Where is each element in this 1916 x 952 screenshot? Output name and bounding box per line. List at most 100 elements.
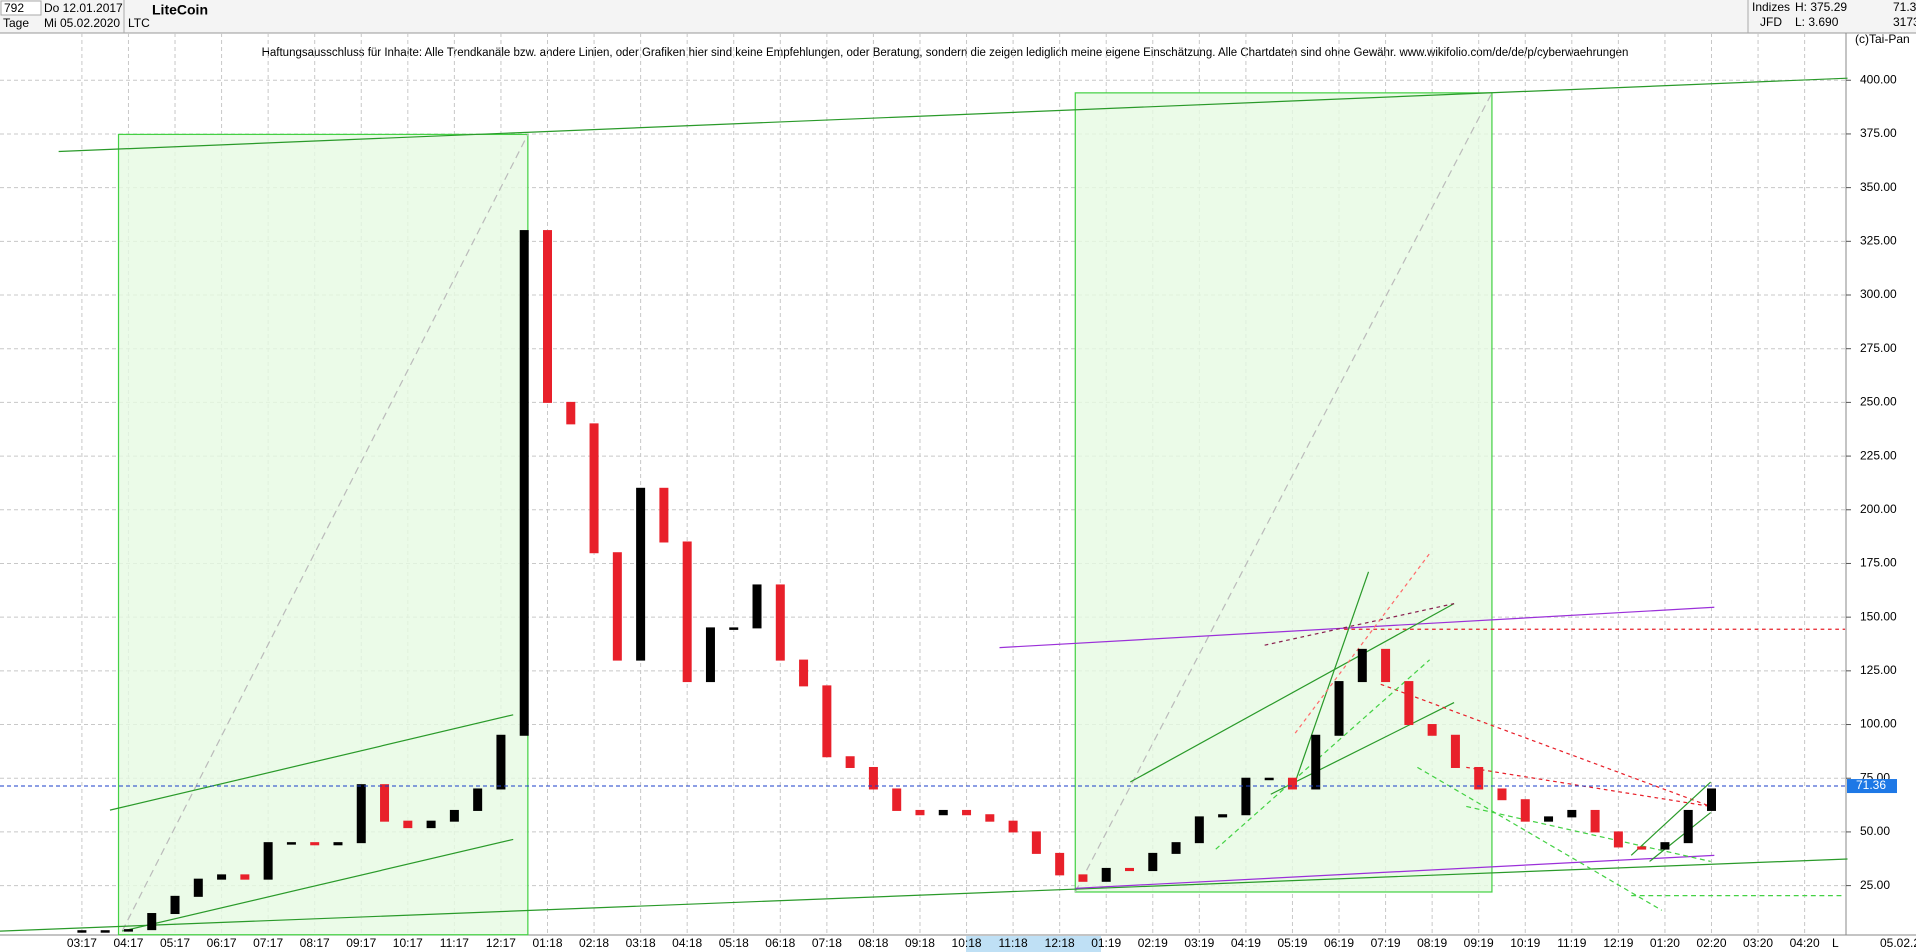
candle: [752, 584, 762, 629]
candle: [100, 930, 110, 933]
trend-line: [1264, 603, 1455, 646]
x-tick-label: 03:17: [67, 936, 97, 950]
candle: [845, 756, 855, 768]
candle: [1590, 809, 1600, 833]
candle: [240, 874, 250, 880]
x-tick-label: 10:17: [393, 936, 423, 950]
y-tick-label: 200.00: [1860, 502, 1897, 516]
candle: [217, 874, 227, 880]
x-tick-label: 07:18: [812, 936, 842, 950]
candle: [659, 487, 669, 543]
candle: [1101, 867, 1111, 882]
trend-line: [58, 77, 1848, 153]
x-tick-label: 05:19: [1277, 936, 1307, 950]
candle: [473, 788, 483, 811]
x-tick-label: 04:17: [113, 936, 143, 950]
candle: [775, 584, 785, 661]
y-tick-label: 300.00: [1860, 287, 1897, 301]
footer-date: 05.02.20: [1880, 936, 1916, 950]
footer-scale: L: [1832, 936, 1839, 950]
symbol: LTC: [128, 16, 150, 30]
annotations: [0, 77, 1848, 936]
candle: [1497, 788, 1507, 801]
y-tick-label: 375.00: [1860, 126, 1897, 140]
candle: [356, 784, 366, 844]
trend-line: [109, 714, 514, 811]
x-tick-label: 06:17: [207, 936, 237, 950]
info: 3173.4/69: [1893, 15, 1916, 29]
candle: [286, 842, 296, 845]
candle: [1660, 842, 1670, 850]
count-box[interactable]: [0, 0, 42, 16]
x-tick-label: 01:20: [1650, 936, 1680, 950]
x-tick-label: 09:18: [905, 936, 935, 950]
y-tick-label: 175.00: [1860, 556, 1897, 570]
y-tick-label: 100.00: [1860, 717, 1897, 731]
candle: [729, 627, 739, 630]
axis-highlight: [966, 936, 1101, 952]
trend-line: [1075, 854, 1715, 889]
x-tick-label: 02:19: [1138, 936, 1168, 950]
candle: [1520, 799, 1530, 822]
candle: [1264, 777, 1274, 781]
candle: [519, 230, 529, 736]
y-tick-label: 275.00: [1860, 341, 1897, 355]
candle: [1194, 816, 1204, 844]
x-tick-label: 01:19: [1091, 936, 1121, 950]
candle: [310, 842, 320, 846]
candle: [496, 734, 506, 790]
y-tick-label: 250.00: [1860, 395, 1897, 409]
x-tick-label: 01:18: [532, 936, 562, 950]
candle: [1171, 842, 1181, 854]
candle: [1427, 724, 1437, 736]
y-tick-label: 50.00: [1860, 824, 1890, 838]
candle: [1125, 867, 1134, 872]
x-tick-label: 03:19: [1184, 936, 1214, 950]
x-tick-label: 11:17: [440, 936, 469, 950]
trend-line: [1294, 571, 1370, 783]
x-tick-label: 09:19: [1464, 936, 1494, 950]
candle: [1707, 788, 1716, 811]
x-tick-label: 03:20: [1743, 936, 1773, 950]
x-tick-label: 05:18: [719, 936, 749, 950]
trend-line: [1466, 805, 1711, 863]
last-price-box: [1847, 779, 1897, 794]
trend-line: [999, 606, 1715, 649]
candle: [1311, 734, 1321, 790]
trend-line: [1270, 702, 1455, 795]
candle: [1683, 809, 1693, 844]
candle: [1613, 831, 1623, 848]
x-tick-label: 07:19: [1371, 936, 1401, 950]
trend-line: [1294, 553, 1431, 734]
x-tick-label: 12:19: [1603, 936, 1633, 950]
disclaimer: Haftungsausschluss für Inhalte: Alle Tre…: [262, 47, 1629, 59]
candle: [682, 541, 692, 683]
x-tick-label: 02:20: [1696, 936, 1726, 950]
x-tick-label: 04:18: [672, 936, 702, 950]
candle: [170, 895, 180, 915]
candle: [403, 820, 413, 829]
trend-line: [1630, 781, 1712, 856]
candle: [77, 930, 87, 933]
period[interactable]: Tage: [3, 16, 29, 30]
candle: [1404, 681, 1414, 726]
x-tick-label: 10:19: [1510, 936, 1540, 950]
candle: [380, 784, 390, 822]
header-bar: [0, 0, 1916, 33]
candle: [915, 809, 925, 816]
candle: [589, 423, 599, 554]
source: JFD: [1760, 15, 1782, 29]
candle: [333, 842, 343, 846]
y-tick-label: 325.00: [1860, 233, 1897, 247]
y-tick-label: 400.00: [1860, 72, 1897, 86]
trend-line: [1649, 812, 1712, 862]
candle: [566, 401, 576, 425]
candle: [962, 809, 972, 816]
candle: [1357, 648, 1367, 683]
y-tick-label: 225.00: [1860, 448, 1897, 462]
diagonal: [1074, 92, 1493, 893]
high: H: 375.29: [1795, 0, 1847, 14]
x-tick-label: 04:20: [1790, 936, 1820, 950]
candle: [705, 627, 715, 683]
